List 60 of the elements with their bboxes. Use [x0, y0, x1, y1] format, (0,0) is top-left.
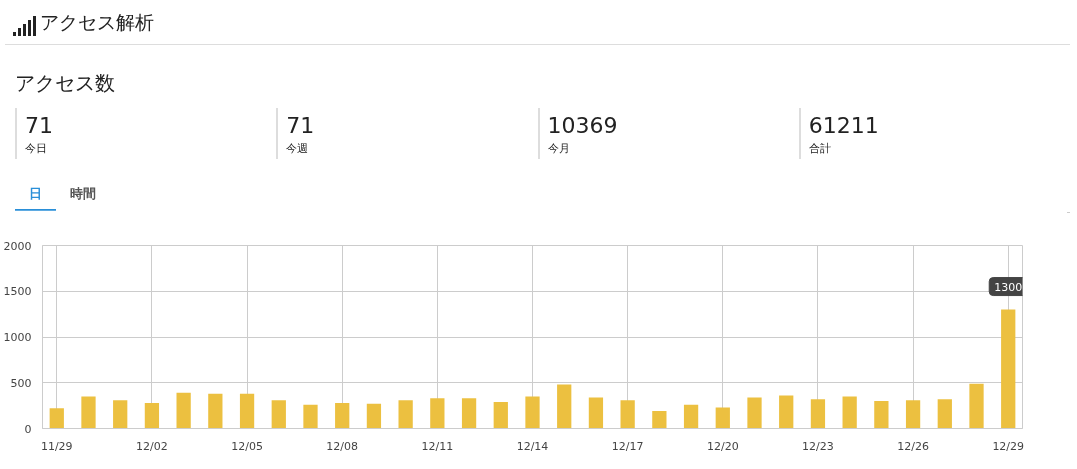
x-tick-label: 12/02 [136, 439, 168, 453]
bar [905, 400, 921, 429]
bar [779, 395, 794, 429]
chart-subtitle: アクセス数 [14, 70, 116, 98]
text: 71 [286, 111, 316, 140]
bar [461, 398, 477, 429]
x-tick-label: 12/11 [421, 439, 454, 453]
bar [176, 392, 191, 429]
bar [874, 401, 889, 429]
text: 今週 [286, 141, 310, 157]
y-tick-label: 2000 [3, 239, 32, 253]
bar [715, 407, 730, 429]
x-tick-label: 12/29 [992, 439, 1025, 453]
x-tick-label: 12/23 [802, 439, 834, 453]
text: 時間 [69, 184, 97, 203]
text: 合計 [808, 141, 832, 157]
text: 10369 [547, 111, 619, 140]
bar [493, 401, 508, 429]
x-tick-label: 12/20 [706, 439, 739, 453]
bar [81, 396, 96, 429]
x-tick-label: 12/17 [611, 439, 644, 453]
x-tick-label: 11/29 [40, 439, 73, 453]
text: 今日 [25, 141, 48, 157]
bar [271, 400, 286, 429]
bar [144, 402, 160, 429]
text: 71 [25, 111, 54, 140]
bar [557, 384, 572, 429]
bar [335, 402, 350, 429]
x-tick-label: 12/08 [326, 439, 359, 453]
x-tick-label: 12/05 [231, 439, 263, 453]
bar [303, 404, 318, 429]
bar [969, 383, 984, 429]
bar [525, 396, 540, 429]
x-tick-label: 12/14 [516, 439, 549, 453]
bar [620, 400, 635, 429]
bar [398, 400, 413, 429]
chart-title: アクセス解析 [40, 10, 154, 35]
bar [588, 397, 604, 429]
bar [1001, 309, 1016, 429]
bar [842, 396, 857, 429]
text: 61211 [808, 111, 880, 140]
text: 日 [15, 180, 56, 213]
bar [113, 400, 128, 429]
text: 今月 [547, 141, 571, 157]
bar [430, 398, 445, 429]
x-tick-label: 12/26 [897, 439, 929, 453]
bar [366, 403, 382, 429]
bar [49, 408, 64, 429]
bar [683, 404, 699, 429]
bar [747, 397, 762, 429]
y-tick-label: 1000 [3, 331, 32, 344]
y-tick-label: 500 [10, 376, 32, 390]
bar [652, 411, 667, 429]
bar [208, 393, 223, 429]
y-tick-label: 0 [24, 422, 32, 436]
bar [937, 399, 952, 429]
annotation: 1300 [994, 280, 1023, 294]
bar [239, 393, 255, 429]
bar [810, 399, 826, 429]
y-tick-label: 1500 [3, 285, 32, 299]
